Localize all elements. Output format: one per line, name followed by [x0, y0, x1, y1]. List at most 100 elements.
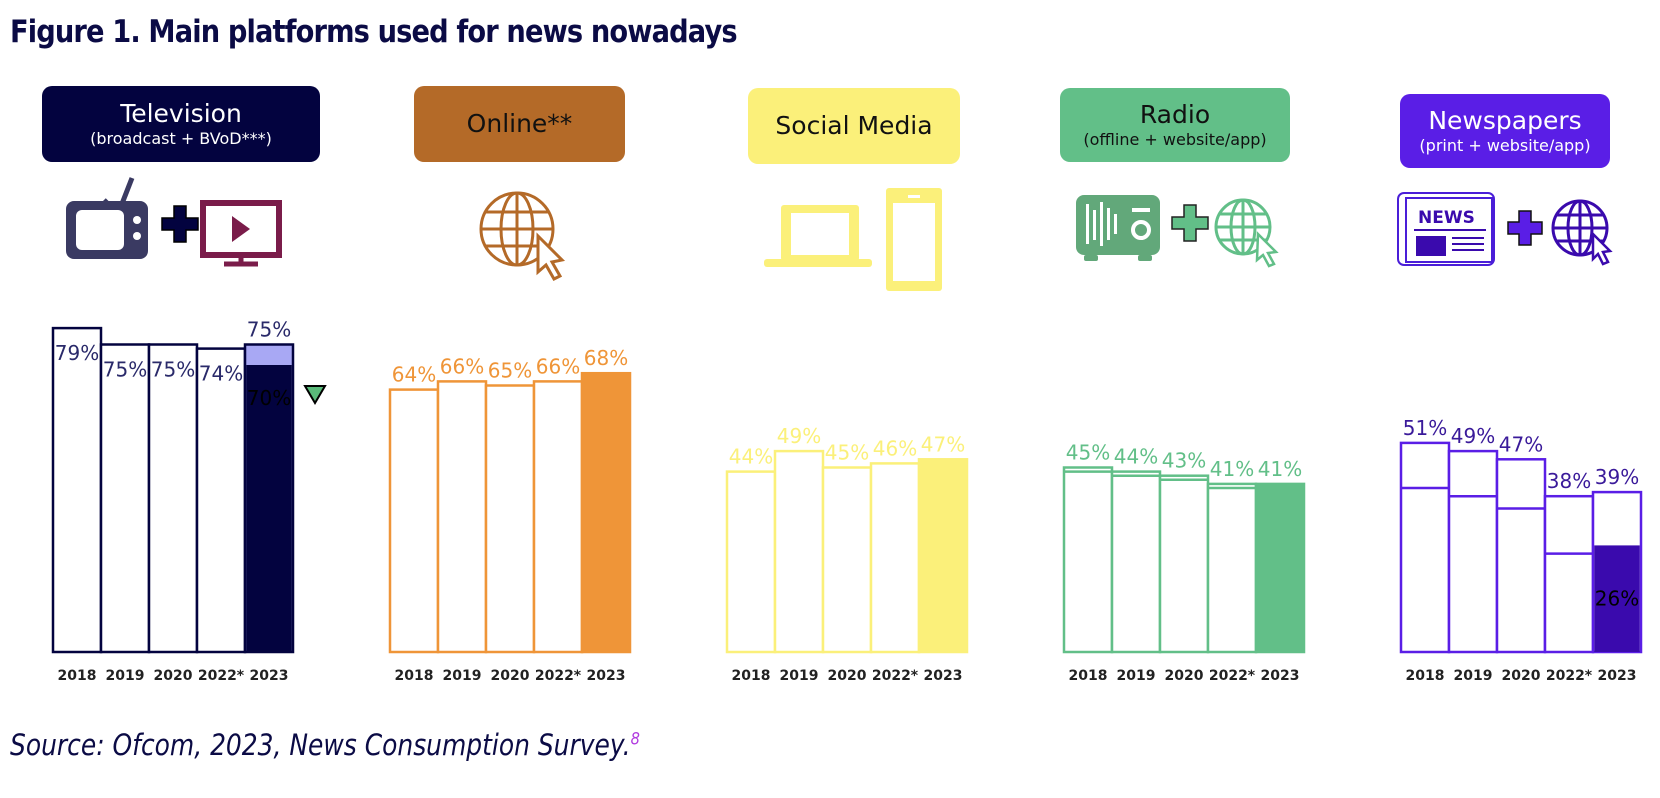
data-label-2022*: 41%: [1210, 457, 1254, 481]
bar-2022*: [532, 380, 584, 654]
bar-2019: [1110, 470, 1162, 654]
data-label-2022*: 46%: [873, 436, 917, 460]
data-label-2023: 75%: [247, 318, 291, 342]
globe-cursor-icon: [1214, 198, 1279, 268]
globe-cursor-icon: [1551, 199, 1613, 266]
bar-segment-2023: [1594, 545, 1640, 652]
bar-2018: [388, 388, 440, 654]
data-label-2019: 75%: [103, 358, 147, 382]
data-label-2023: 68%: [584, 346, 628, 370]
data-label-2020: 45%: [825, 441, 869, 465]
data-label-2019: 66%: [440, 354, 484, 378]
footnote-marker: 8: [630, 729, 640, 750]
year-label-2019: 2019: [780, 668, 819, 684]
figure-title: Figure 1. Main platforms used for news n…: [10, 14, 738, 50]
year-label-2023: 2023: [1261, 668, 1300, 684]
bar-2018: [725, 470, 777, 654]
plus-icon: [161, 205, 199, 243]
year-label-2019: 2019: [443, 668, 482, 684]
header-label: Newspapers: [1428, 106, 1582, 135]
year-label-2018: 2018: [732, 668, 771, 684]
year-label-2023: 2023: [924, 668, 963, 684]
bar-2022*: [1206, 482, 1258, 654]
data-label-2018: 79%: [55, 341, 99, 365]
year-label-2022*: 2022*: [1546, 668, 1593, 684]
header-television: Television (broadcast + BVoD***): [42, 86, 320, 162]
bar-2022*: [869, 462, 921, 654]
year-label-2020: 2020: [828, 668, 867, 684]
header-radio: Radio (offline + website/app): [1060, 88, 1290, 162]
data-label-2018: 51%: [1403, 416, 1447, 440]
down-triangle-icon: [303, 385, 327, 405]
bar-2019: [99, 343, 151, 654]
bar-2020: [147, 343, 199, 654]
bar-2023: [580, 371, 632, 654]
inner-data-label: 70%: [247, 386, 291, 410]
plus-icon: [1507, 210, 1543, 246]
year-label-2020: 2020: [1165, 668, 1204, 684]
year-label-2018: 2018: [58, 668, 97, 684]
year-label-2018: 2018: [1069, 668, 1108, 684]
data-label-2022*: 74%: [199, 362, 243, 386]
header-sublabel: (print + website/app): [1419, 136, 1591, 155]
data-label-2023: 47%: [921, 432, 965, 456]
svg-text:NEWS: NEWS: [1418, 208, 1475, 228]
year-label-2022*: 2022*: [535, 668, 582, 684]
bar-2018: [51, 326, 103, 654]
year-label-2020: 2020: [154, 668, 193, 684]
data-label-2023: 39%: [1595, 465, 1639, 489]
data-label-2022*: 38%: [1547, 469, 1591, 493]
bar-2018: [1399, 441, 1451, 654]
bar-2022*: [195, 347, 247, 654]
year-label-2022*: 2022*: [1209, 668, 1256, 684]
bar-2019: [436, 380, 488, 654]
bar-segment-2023: [246, 365, 292, 652]
monitor-play-icon: [200, 200, 282, 267]
header-sublabel: (offline + website/app): [1083, 130, 1267, 149]
bar-2020: [1495, 458, 1547, 654]
header-label: Social Media: [775, 111, 933, 140]
data-label-2023: 41%: [1258, 457, 1302, 481]
bar-2022*: [1543, 494, 1595, 654]
tv-icon: [66, 177, 148, 259]
bar-2020: [1158, 474, 1210, 654]
bar-2023: [1254, 482, 1306, 654]
inner-data-label: 26%: [1595, 586, 1639, 610]
year-label-2019: 2019: [1117, 668, 1156, 684]
header-newspapers: Newspapers (print + website/app): [1400, 94, 1610, 168]
bar-2020: [484, 384, 536, 654]
newspaper-icon: NEWS: [1397, 192, 1495, 266]
data-label-2018: 44%: [729, 445, 773, 469]
data-label-2020: 47%: [1499, 432, 1543, 456]
year-label-2018: 2018: [395, 668, 434, 684]
year-label-2023: 2023: [250, 668, 289, 684]
year-label-2023: 2023: [1598, 668, 1637, 684]
bar-2019: [773, 449, 825, 654]
bar-2020: [821, 466, 873, 654]
bar-2018: [1062, 466, 1114, 654]
header-label: Online**: [466, 109, 573, 138]
source-note: Source: Ofcom, 2023, News Consumption Su…: [10, 728, 640, 762]
header-social-media: Social Media: [748, 88, 960, 164]
header-label: Radio: [1139, 100, 1211, 129]
year-label-2022*: 2022*: [198, 668, 245, 684]
year-label-2020: 2020: [491, 668, 530, 684]
header-label: Television: [120, 99, 242, 128]
globe-cursor-icon: [479, 191, 566, 281]
header-online: Online**: [414, 86, 625, 162]
data-label-2022*: 66%: [536, 354, 580, 378]
data-label-2020: 43%: [1162, 449, 1206, 473]
data-label-2018: 64%: [392, 363, 436, 387]
data-label-2020: 75%: [151, 358, 195, 382]
laptop-icon: [764, 205, 872, 267]
bar-2023: [917, 458, 969, 654]
data-label-2019: 44%: [1114, 445, 1158, 469]
year-label-2019: 2019: [106, 668, 145, 684]
year-label-2020: 2020: [1502, 668, 1541, 684]
source-text: Source: Ofcom, 2023, News Consumption Su…: [10, 728, 631, 762]
year-label-2023: 2023: [587, 668, 626, 684]
bar-2019: [1447, 449, 1499, 654]
radio-icon: [1076, 195, 1160, 261]
year-label-2018: 2018: [1406, 668, 1445, 684]
